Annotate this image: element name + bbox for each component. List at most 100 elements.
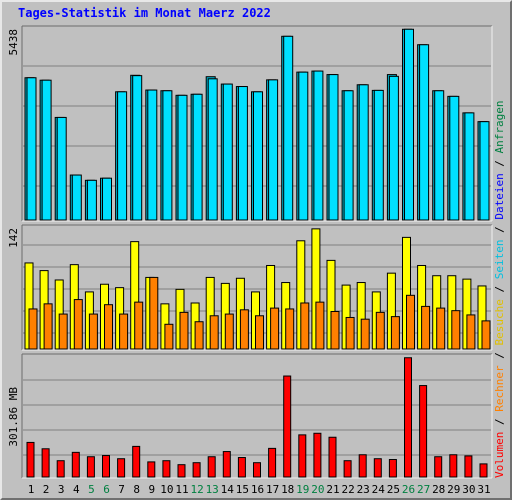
y-max-label-besuche: 142 <box>7 228 20 248</box>
x-tick-label-day-20: 20 <box>311 483 324 496</box>
bar-volumen-day-16 <box>253 462 261 478</box>
bar-anfragen-day-21 <box>328 74 339 221</box>
bar-rechner-day-6 <box>104 304 113 350</box>
bar-anfragen-day-27 <box>419 44 430 221</box>
bar-volumen-day-7 <box>117 458 126 478</box>
bar-rechner-day-27 <box>421 305 431 350</box>
chart-title: Tages-Statistik im Monat Maerz 2022 <box>18 6 271 20</box>
bar-volumen-day-1 <box>26 441 35 478</box>
bar-anfragen-day-28 <box>434 90 445 221</box>
bar-rechner-day-13 <box>209 315 219 350</box>
bar-anfragen-day-30 <box>464 112 475 221</box>
bar-volumen-day-15 <box>237 457 246 478</box>
bar-rechner-day-19 <box>300 302 310 350</box>
x-tick-label-day-30: 30 <box>462 483 475 496</box>
bar-anfragen-day-10 <box>162 90 173 221</box>
legend-part-2: / <box>493 412 506 432</box>
bar-volumen-day-13 <box>207 456 216 478</box>
bar-volumen-day-25 <box>388 459 397 478</box>
bar-rechner-day-11 <box>179 311 189 350</box>
x-tick-label-day-23: 23 <box>357 483 370 496</box>
bar-volumen-day-20 <box>313 432 322 478</box>
bar-anfragen-day-13 <box>207 78 218 221</box>
y-max-label-volumen: 301.86 MB <box>7 387 20 447</box>
bar-volumen-day-31 <box>479 463 488 478</box>
x-tick-label-day-12: 12 <box>190 483 203 496</box>
panel-volumen <box>22 354 492 478</box>
legend-part-11: Anfragen <box>493 100 506 153</box>
bar-rechner-day-15 <box>239 309 249 350</box>
bar-anfragen-day-31 <box>479 121 490 221</box>
bar-volumen-day-5 <box>86 456 95 478</box>
bar-rechner-day-14 <box>224 313 234 350</box>
bar-volumen-day-28 <box>434 456 443 478</box>
x-tick-label-day-31: 31 <box>477 483 490 496</box>
bar-rechner-day-18 <box>285 308 295 350</box>
bar-rechner-day-1 <box>28 308 38 350</box>
bar-anfragen-day-1 <box>26 77 37 221</box>
bar-volumen-day-4 <box>71 451 80 478</box>
bar-volumen-day-2 <box>41 448 50 478</box>
bar-anfragen-day-14 <box>222 83 233 221</box>
x-tick-label-day-10: 10 <box>160 483 173 496</box>
bar-anfragen-day-2 <box>41 79 52 221</box>
bar-anfragen-day-4 <box>71 174 82 221</box>
x-tick-label-day-28: 28 <box>432 483 445 496</box>
bar-anfragen-day-12 <box>192 93 203 221</box>
x-tick-label-day-26: 26 <box>402 483 415 496</box>
x-tick-label-day-5: 5 <box>88 483 95 496</box>
x-tick-label-day-1: 1 <box>28 483 35 496</box>
bar-volumen-day-14 <box>222 451 231 478</box>
bar-volumen-day-6 <box>102 455 110 478</box>
bar-rechner-day-9 <box>149 276 159 350</box>
legend-part-4: / <box>493 346 506 366</box>
bar-rechner-day-4 <box>73 299 83 350</box>
bar-anfragen-day-26 <box>404 28 414 221</box>
bar-volumen-day-26 <box>404 357 412 478</box>
x-tick-label-day-24: 24 <box>372 483 386 496</box>
legend-part-5: Besuche <box>493 299 506 345</box>
x-tick-label-day-8: 8 <box>133 483 140 496</box>
bar-volumen-day-12 <box>192 462 201 478</box>
bar-rechner-day-23 <box>360 318 370 350</box>
bar-anfragen-day-5 <box>86 179 97 221</box>
bar-volumen-day-11 <box>177 464 186 478</box>
x-tick-label-day-29: 29 <box>447 483 460 496</box>
bar-rechner-day-7 <box>119 313 129 350</box>
bar-anfragen-day-29 <box>449 95 460 221</box>
legend-part-3: Rechner <box>493 365 506 412</box>
x-tick-label-day-16: 16 <box>251 483 264 496</box>
x-tick-label-day-14: 14 <box>221 483 235 496</box>
bar-volumen-day-18 <box>283 375 292 478</box>
bar-rechner-day-26 <box>406 294 415 350</box>
x-tick-label-day-25: 25 <box>387 483 400 496</box>
bar-rechner-day-29 <box>451 310 461 350</box>
right-series-legend: Volumen / Rechner / Besuche / Seiten / D… <box>493 100 506 478</box>
bar-rechner-day-2 <box>43 303 53 350</box>
bar-anfragen-day-24 <box>373 89 384 221</box>
legend-part-8: / <box>493 220 506 240</box>
bar-anfragen-day-18 <box>283 35 294 221</box>
bar-volumen-day-30 <box>464 455 473 478</box>
bar-rechner-day-20 <box>315 301 325 350</box>
x-tick-label-day-7: 7 <box>118 483 125 496</box>
bar-rechner-day-25 <box>390 316 400 350</box>
bar-rechner-day-17 <box>270 307 280 350</box>
bar-volumen-day-9 <box>147 461 156 478</box>
bar-anfragen-day-7 <box>117 91 128 221</box>
bar-anfragen-day-15 <box>237 86 248 221</box>
bar-rechner-day-28 <box>436 307 446 350</box>
bar-anfragen-day-6 <box>102 177 112 221</box>
bar-volumen-day-23 <box>358 454 367 478</box>
x-tick-label-day-11: 11 <box>175 483 188 496</box>
legend-part-7: Seiten <box>493 240 506 280</box>
x-tick-label-day-22: 22 <box>341 483 354 496</box>
bar-volumen-day-3 <box>56 460 65 478</box>
bar-volumen-day-27 <box>419 385 428 478</box>
legend-part-1: Volumen <box>493 432 506 478</box>
x-tick-label-day-19: 19 <box>296 483 309 496</box>
legend-part-6: / <box>493 279 506 299</box>
legend-part-10: / <box>493 153 506 173</box>
bar-anfragen-day-9 <box>147 89 158 221</box>
